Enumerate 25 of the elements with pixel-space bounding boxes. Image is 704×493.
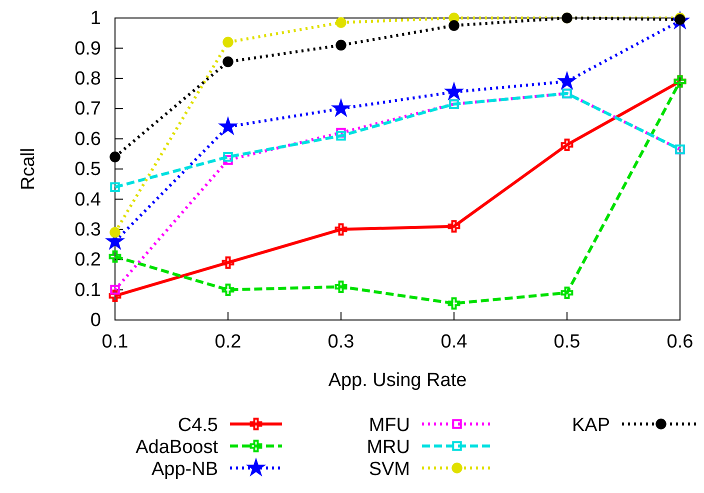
y-axis-title: Rcall — [18, 148, 39, 190]
y-tick-label: 1 — [90, 8, 101, 30]
y-tick-label: 0.9 — [74, 38, 101, 60]
y-tick-label: 0.2 — [74, 250, 101, 271]
y-tick-label: 0.1 — [74, 280, 101, 301]
y-tick-label: 0.5 — [74, 159, 101, 180]
y-tick-label: 0 — [90, 310, 101, 332]
x-tick-label: 0.2 — [214, 331, 242, 352]
y-tick-label: 0.7 — [74, 98, 101, 120]
x-tick-label: 0.6 — [666, 331, 694, 352]
legend-label: C4.5 — [178, 415, 218, 436]
legend-label: SVM — [368, 459, 410, 480]
x-tick-label: 0.4 — [440, 331, 468, 352]
y-tick-label: 0.6 — [74, 128, 101, 150]
legend-label: MRU — [366, 437, 410, 458]
y-tick-label: 0.8 — [74, 68, 101, 90]
legend-label: App-NB — [151, 459, 218, 480]
legend-label: MFU — [368, 415, 410, 436]
y-tick-label: 0.4 — [74, 189, 102, 210]
legend-label: KAP — [572, 415, 610, 436]
y-tick-label: 0.3 — [74, 219, 101, 240]
x-tick-label: 0.3 — [328, 331, 354, 352]
x-tick-label: 0.5 — [554, 331, 580, 352]
x-axis-title: App. Using Rate — [328, 370, 467, 391]
legend-label: AdaBoost — [136, 437, 219, 458]
